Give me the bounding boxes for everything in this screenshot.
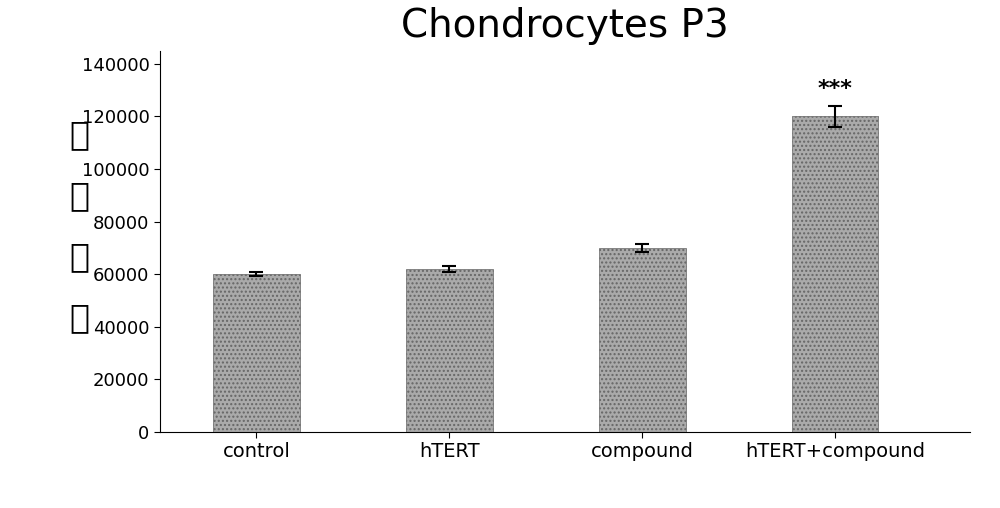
Text: 细: 细 — [69, 118, 89, 151]
Title: Chondrocytes P3: Chondrocytes P3 — [401, 7, 729, 45]
Text: 目: 目 — [69, 301, 89, 334]
Bar — [599, 248, 686, 432]
Text: 数: 数 — [69, 240, 89, 273]
Bar — [406, 269, 493, 432]
Bar — [792, 116, 878, 432]
Text: 胞: 胞 — [69, 179, 89, 212]
Bar — [213, 274, 300, 432]
Text: ***: *** — [818, 79, 852, 100]
